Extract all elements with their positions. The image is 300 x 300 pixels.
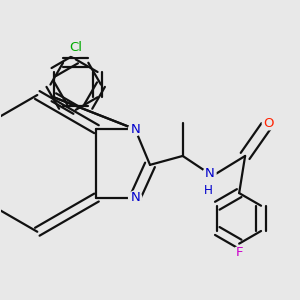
Text: F: F: [236, 246, 243, 259]
Text: N: N: [130, 191, 140, 204]
Circle shape: [203, 167, 216, 180]
Text: N: N: [205, 167, 214, 180]
Text: N: N: [130, 123, 140, 136]
Text: H: H: [203, 184, 212, 196]
Text: Cl: Cl: [69, 41, 82, 54]
Text: O: O: [264, 117, 274, 130]
Circle shape: [262, 117, 275, 130]
Circle shape: [129, 123, 142, 136]
Circle shape: [129, 191, 142, 204]
Circle shape: [233, 247, 245, 259]
Circle shape: [67, 38, 85, 56]
